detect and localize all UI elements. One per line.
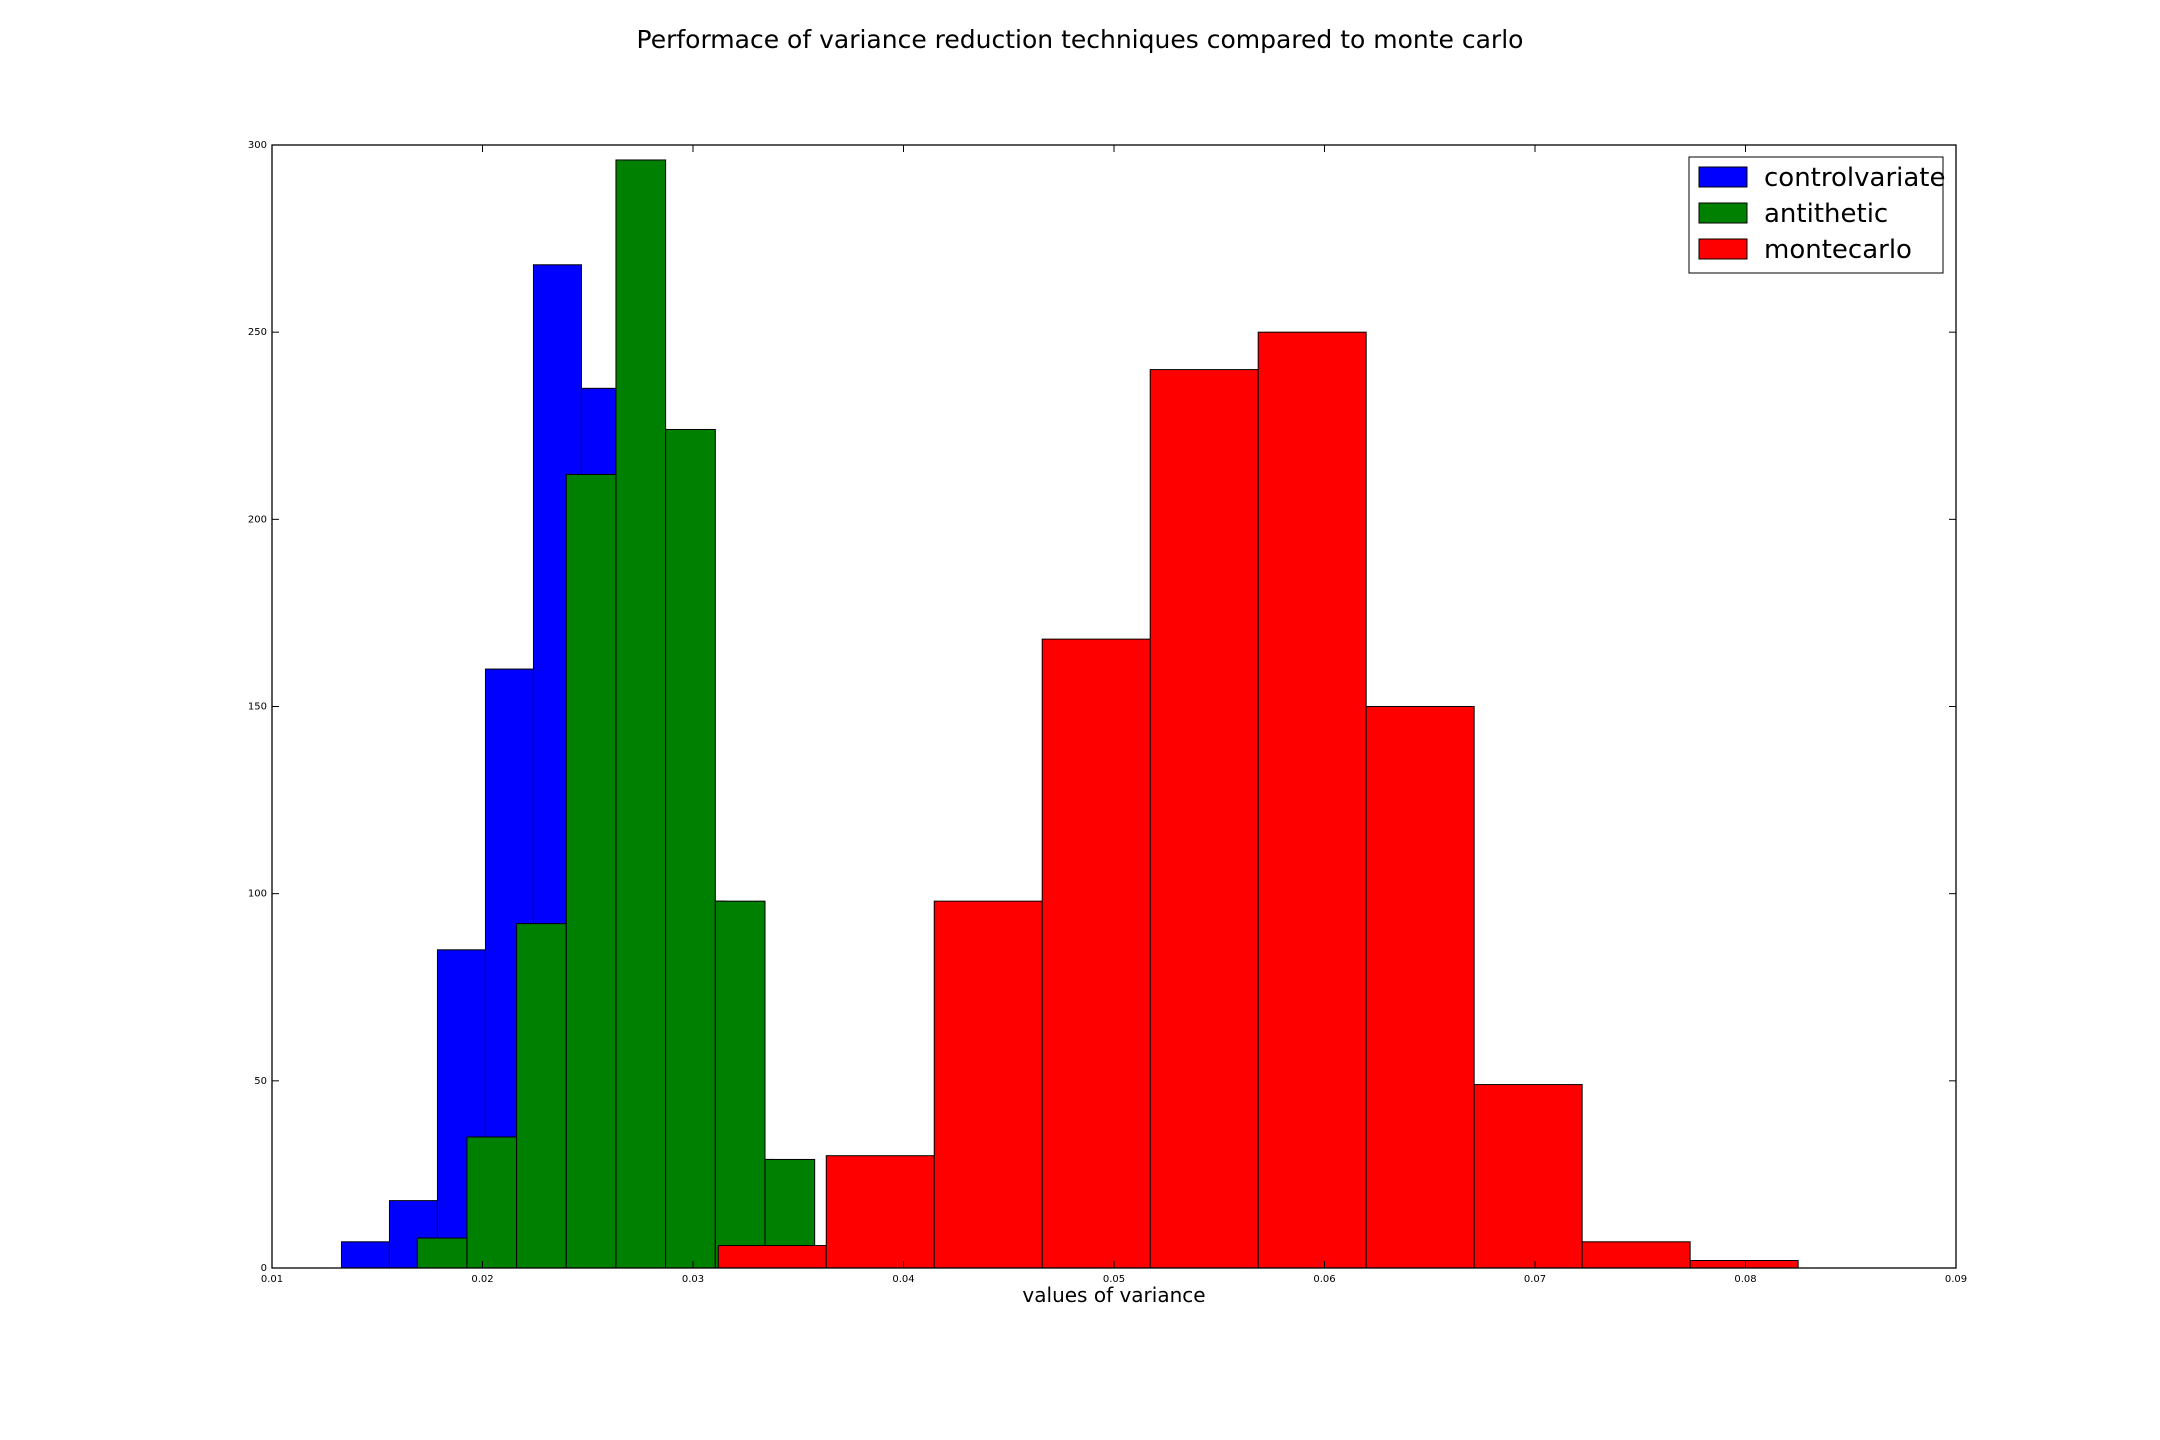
montecarlo-bar bbox=[717, 1245, 827, 1269]
y-tick-label: 200 bbox=[248, 514, 267, 525]
x-tick-label: 0.09 bbox=[1945, 1274, 1967, 1285]
montecarlo-bar bbox=[933, 900, 1043, 1269]
antithetic-bar bbox=[416, 1237, 468, 1269]
montecarlo-bar bbox=[825, 1155, 935, 1269]
legend-label-controlvariate: controlvariate bbox=[1764, 163, 1945, 193]
montecarlo-bar bbox=[1473, 1084, 1583, 1269]
x-tick-label: 0.03 bbox=[682, 1274, 704, 1285]
x-tick-label: 0.01 bbox=[261, 1274, 283, 1285]
x-tick-label: 0.06 bbox=[1313, 1274, 1335, 1285]
y-tick-label: 50 bbox=[254, 1076, 267, 1087]
series-montecarlo bbox=[717, 331, 1799, 1269]
y-tick-label: 0 bbox=[261, 1263, 267, 1274]
y-tick-label: 100 bbox=[248, 889, 267, 900]
montecarlo-bar bbox=[1581, 1241, 1691, 1269]
y-tick-label: 250 bbox=[248, 327, 267, 338]
legend: controlvariate antithetic montecarlo bbox=[1688, 156, 1945, 274]
chart-title: Performace of variance reduction techniq… bbox=[637, 25, 1524, 54]
montecarlo-bar bbox=[1365, 706, 1475, 1269]
x-tick-label: 0.02 bbox=[471, 1274, 493, 1285]
series-antithetic bbox=[416, 159, 816, 1269]
legend-label-antithetic: antithetic bbox=[1764, 199, 1888, 229]
controlvariate-bar bbox=[340, 1241, 390, 1269]
montecarlo-bar bbox=[1041, 638, 1151, 1269]
x-axis-label: values of variance bbox=[1022, 1283, 1205, 1307]
x-tick-label: 0.07 bbox=[1524, 1274, 1546, 1285]
ticks-layer: 0.01 0.02 0.03 0.04 0.05 0.06 0.07 0.08 0.09 0 50 1… bbox=[248, 140, 1967, 1285]
legend-swatch-antithetic bbox=[1698, 202, 1748, 224]
bars-layer bbox=[340, 159, 1799, 1269]
y-tick-label: 150 bbox=[248, 702, 267, 713]
legend-swatch-controlvariate bbox=[1698, 166, 1748, 188]
antithetic-bar bbox=[665, 428, 716, 1269]
y-tick-label: 300 bbox=[248, 140, 267, 151]
x-tick-label: 0.04 bbox=[892, 1274, 914, 1285]
antithetic-bar bbox=[516, 923, 567, 1269]
legend-swatch-montecarlo bbox=[1698, 238, 1748, 260]
montecarlo-bar bbox=[1257, 331, 1367, 1269]
antithetic-bar bbox=[615, 159, 667, 1269]
x-tick-label: 0.05 bbox=[1103, 1274, 1125, 1285]
antithetic-bar bbox=[466, 1136, 518, 1269]
legend-label-montecarlo: montecarlo bbox=[1764, 235, 1912, 265]
antithetic-bar bbox=[565, 473, 617, 1269]
montecarlo-bar bbox=[1149, 369, 1259, 1269]
montecarlo-bar bbox=[1689, 1260, 1799, 1269]
antithetic-bar bbox=[714, 900, 766, 1269]
x-tick-label: 0.08 bbox=[1734, 1274, 1756, 1285]
